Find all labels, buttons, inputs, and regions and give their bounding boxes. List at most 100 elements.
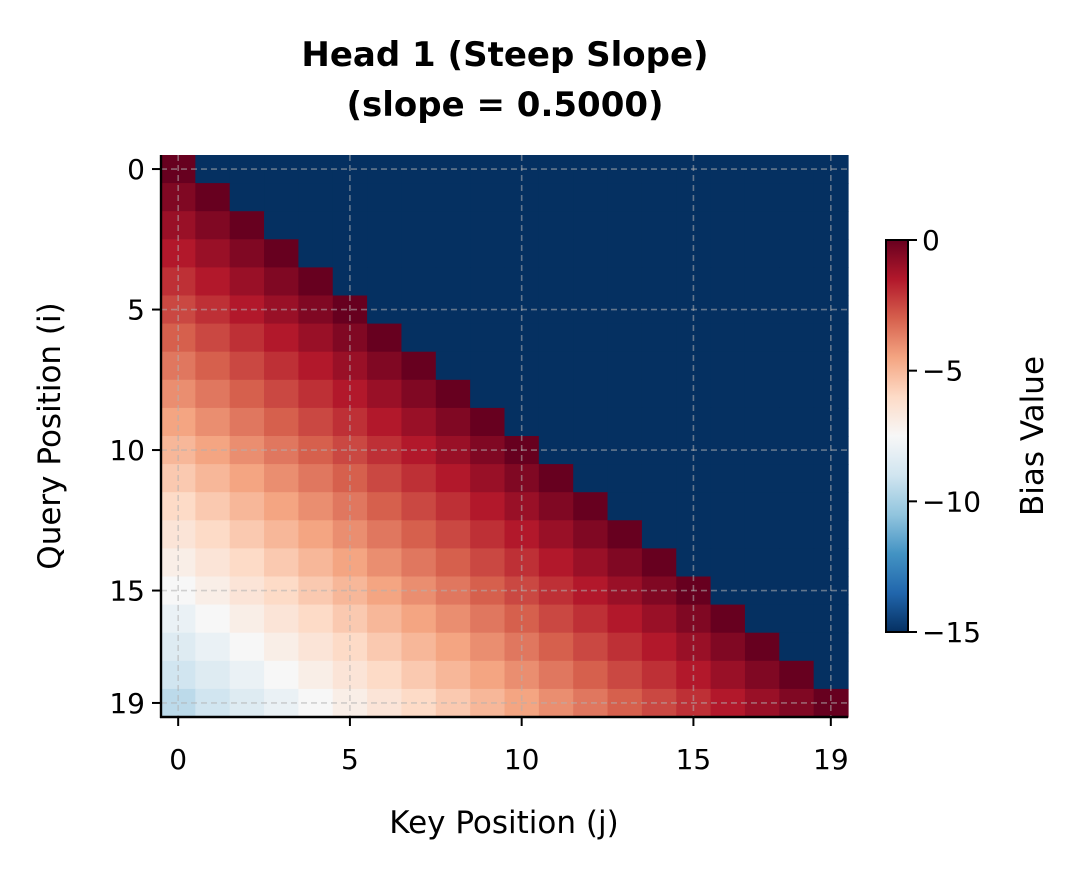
heatmap-cell xyxy=(470,604,506,634)
heatmap-cell xyxy=(573,267,609,297)
heatmap-cell xyxy=(401,239,437,268)
x-tick-label: 15 xyxy=(676,743,712,776)
heatmap-cell xyxy=(298,211,334,240)
heatmap-cell xyxy=(401,576,437,606)
heatmap-cell xyxy=(332,239,368,268)
colorbar-tick-label: −5 xyxy=(922,355,963,388)
heatmap-cell xyxy=(470,183,506,212)
heatmap-cell xyxy=(264,211,299,240)
y-tick-label: 19 xyxy=(109,687,145,720)
heatmap-cell xyxy=(161,407,196,437)
heatmap-cell xyxy=(538,267,574,297)
heatmap-cell xyxy=(744,323,780,353)
heatmap-cell xyxy=(401,379,437,409)
heatmap-cell xyxy=(813,379,849,409)
colorbar-tick-label: 0 xyxy=(922,224,940,257)
heatmap-cell xyxy=(504,407,540,437)
heatmap-cell xyxy=(641,464,677,493)
heatmap-cell xyxy=(573,632,609,662)
heatmap-cell xyxy=(744,183,780,212)
heatmap-cell xyxy=(607,548,643,578)
heatmap-cell xyxy=(538,239,574,268)
heatmap-cell xyxy=(710,379,746,409)
heatmap-cell xyxy=(229,183,265,212)
heatmap-cell xyxy=(607,632,643,662)
heatmap-cell xyxy=(229,492,265,521)
heatmap-cell xyxy=(641,548,677,578)
heatmap-cell xyxy=(401,548,437,578)
heatmap-cell xyxy=(538,520,574,549)
heatmap-cell xyxy=(504,267,540,297)
heatmap-cell xyxy=(504,520,540,549)
x-tick-labels: 0 5 10 15 19 xyxy=(169,717,849,776)
heatmap-cell xyxy=(538,548,574,578)
heatmap-cell xyxy=(573,464,609,493)
heatmap-cell xyxy=(470,407,506,437)
heatmap-cell xyxy=(298,323,334,353)
heatmap-cell xyxy=(229,464,265,493)
heatmap-cell xyxy=(195,660,231,690)
heatmap-cell xyxy=(298,660,334,690)
heatmap-cell xyxy=(607,464,643,493)
heatmap-cell xyxy=(298,632,334,662)
axes xyxy=(159,155,848,719)
heatmap-cell xyxy=(195,520,231,549)
heatmap-cell xyxy=(435,407,471,437)
x-tick-label: 19 xyxy=(813,743,849,776)
heatmap-cell xyxy=(470,520,506,549)
heatmap-cell xyxy=(607,520,643,549)
heatmap-cell xyxy=(435,604,471,634)
heatmap-cell xyxy=(470,351,506,381)
heatmap-cell xyxy=(470,660,506,690)
colorbar: 0 −5 −10 −15 xyxy=(885,224,981,649)
heatmap-cell xyxy=(813,548,849,578)
heatmap-cell xyxy=(367,379,403,409)
heatmap-cell xyxy=(298,267,334,297)
heatmap-cell xyxy=(573,548,609,578)
heatmap-cell xyxy=(538,407,574,437)
heatmap-cell xyxy=(573,211,609,240)
heatmap-cell xyxy=(195,239,231,268)
heatmap-cell xyxy=(470,548,506,578)
heatmap-cell xyxy=(401,407,437,437)
heatmap-cell xyxy=(710,464,746,493)
heatmap-cell xyxy=(229,520,265,549)
heatmap-cell xyxy=(710,183,746,212)
heatmap-cell xyxy=(779,351,815,381)
heatmap-cell xyxy=(264,464,299,493)
heatmap-cell xyxy=(435,267,471,297)
heatmap-cell xyxy=(229,379,265,409)
heatmap-cell xyxy=(264,604,299,634)
heatmap-cell xyxy=(401,632,437,662)
heatmap-cell xyxy=(744,407,780,437)
heatmap-cell xyxy=(435,464,471,493)
heatmap-cell xyxy=(229,604,265,634)
x-tick-label: 10 xyxy=(504,743,540,776)
heatmap-cell xyxy=(676,379,712,409)
heatmap-cell xyxy=(813,520,849,549)
heatmap-cell xyxy=(195,548,231,578)
heatmap-cell xyxy=(298,548,334,578)
heatmap-cell xyxy=(470,492,506,521)
heatmap-cell xyxy=(367,323,403,353)
heatmap-cell xyxy=(264,351,299,381)
heatmap-cell xyxy=(744,492,780,521)
heatmap-cell xyxy=(401,464,437,493)
heatmap-cell xyxy=(435,548,471,578)
y-tick-label: 0 xyxy=(127,153,145,186)
heatmap-cell xyxy=(779,407,815,437)
heatmap-cell xyxy=(710,660,746,690)
heatmap-cell xyxy=(195,604,231,634)
heatmap-cell xyxy=(813,407,849,437)
heatmap-cell xyxy=(538,379,574,409)
heatmap-cell xyxy=(435,660,471,690)
heatmap-cell xyxy=(298,379,334,409)
heatmap-cell xyxy=(401,660,437,690)
heatmap-cell xyxy=(607,267,643,297)
heatmap-cell xyxy=(504,548,540,578)
heatmap-cell xyxy=(195,211,231,240)
heatmap-cell xyxy=(332,379,368,409)
heatmap-cell xyxy=(298,407,334,437)
heatmap-cell xyxy=(367,632,403,662)
heatmap-cell xyxy=(573,520,609,549)
